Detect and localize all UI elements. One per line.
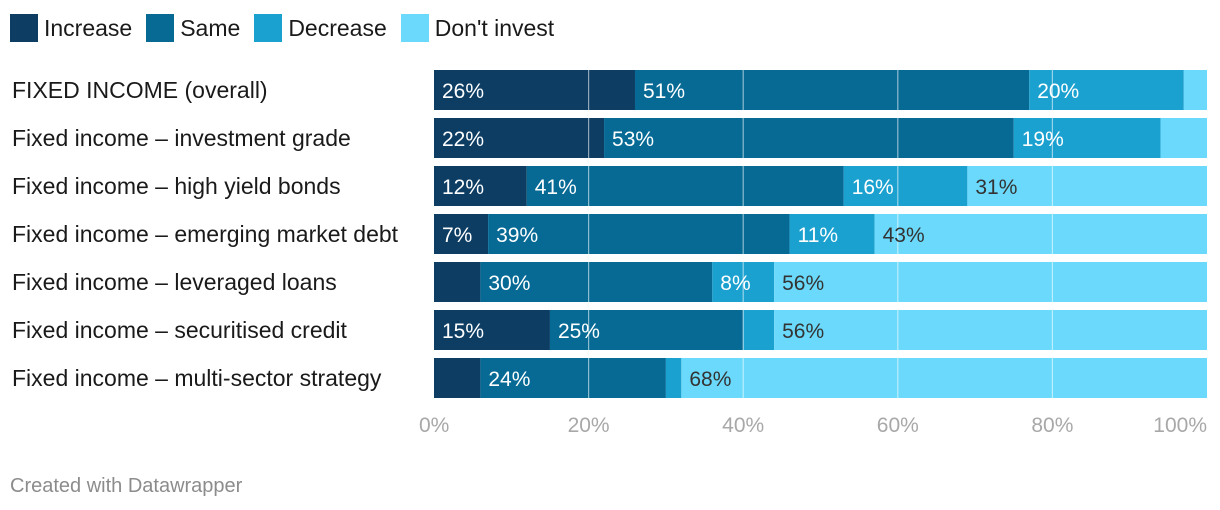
bar-segment-decrease bbox=[1013, 118, 1161, 158]
data-label: 53% bbox=[612, 128, 654, 151]
data-label: 16% bbox=[852, 176, 894, 199]
bar-segment-don-t-invest bbox=[1183, 70, 1207, 110]
row-label: Fixed income – leveraged loans bbox=[12, 269, 337, 295]
bar-segment-don-t-invest bbox=[774, 310, 1207, 350]
legend-item-increase: Increase bbox=[10, 14, 132, 42]
data-label: 43% bbox=[883, 224, 925, 247]
x-tick-label: 20% bbox=[568, 414, 610, 437]
legend-item-decrease: Decrease bbox=[254, 14, 387, 42]
bar-segment-decrease bbox=[1029, 70, 1184, 110]
legend-item-don-t-invest: Don't invest bbox=[400, 14, 555, 42]
data-label: 56% bbox=[782, 320, 824, 343]
row-label: Fixed income – investment grade bbox=[12, 125, 351, 151]
bar-segment-same bbox=[480, 262, 713, 302]
bar-segment-increase bbox=[434, 166, 527, 206]
bar-segment-don-t-invest bbox=[1160, 118, 1207, 158]
x-tick-label: 60% bbox=[877, 414, 919, 437]
bars bbox=[434, 70, 1207, 398]
data-label: 24% bbox=[488, 368, 530, 391]
data-label: 11% bbox=[798, 224, 838, 247]
bar-segment-increase bbox=[434, 118, 605, 158]
legend-label: Don't invest bbox=[434, 14, 555, 41]
row-label: Fixed income – securitised credit bbox=[12, 317, 348, 343]
bar-segment-same bbox=[526, 166, 844, 206]
row-label: Fixed income – multi-sector strategy bbox=[12, 365, 382, 391]
data-label: 12% bbox=[442, 176, 484, 199]
bar-segment-don-t-invest bbox=[967, 166, 1207, 206]
bar-segment-decrease bbox=[843, 166, 968, 206]
data-label: 39% bbox=[496, 224, 538, 247]
row-label: Fixed income – high yield bonds bbox=[12, 173, 341, 199]
data-label: 7% bbox=[442, 224, 472, 247]
data-label: 20% bbox=[1037, 80, 1079, 103]
x-tick-label: 40% bbox=[722, 414, 764, 437]
bar-segment-increase bbox=[434, 358, 481, 398]
bar-segment-don-t-invest bbox=[874, 214, 1207, 254]
data-label: 41% bbox=[535, 176, 577, 199]
gridlines bbox=[587, 70, 1054, 398]
bar-segment-decrease bbox=[743, 310, 775, 350]
bar-segment-don-t-invest bbox=[681, 358, 1207, 398]
bar-segment-same bbox=[549, 310, 744, 350]
x-tick-label: 0% bbox=[419, 414, 449, 437]
data-label: 8% bbox=[720, 272, 750, 295]
data-label: 15% bbox=[442, 320, 484, 343]
x-tick-label: 80% bbox=[1031, 414, 1073, 437]
data-label: 19% bbox=[1022, 128, 1064, 151]
row-label: FIXED INCOME (overall) bbox=[12, 77, 268, 103]
legend-swatch bbox=[146, 14, 175, 42]
legend-label: Increase bbox=[44, 14, 133, 41]
bar-segment-same bbox=[488, 214, 790, 254]
row-label: Fixed income – emerging market debt bbox=[12, 221, 399, 247]
bar-segment-increase bbox=[434, 214, 489, 254]
data-label: 68% bbox=[689, 368, 731, 391]
bar-segment-same bbox=[634, 70, 1030, 110]
data-label: 25% bbox=[558, 320, 600, 343]
legend-label: Decrease bbox=[288, 14, 387, 41]
bar-segment-same bbox=[480, 358, 666, 398]
bar-segment-decrease bbox=[789, 214, 875, 254]
bar-labels: 26% 51% 20% 22% 53% 19% 12% 41% 16% 31% 7% 39% 11% 43… bbox=[442, 80, 1079, 391]
data-label: 30% bbox=[488, 272, 530, 295]
bar-segment-increase bbox=[434, 262, 481, 302]
bar-segment-increase bbox=[434, 70, 635, 110]
legend-swatch bbox=[254, 14, 283, 42]
datawrapper-credit: Created with Datawrapper bbox=[10, 475, 243, 497]
legend-item-same: Same bbox=[146, 14, 240, 42]
data-label: 22% bbox=[442, 128, 484, 151]
data-label: 51% bbox=[643, 80, 685, 103]
chart-legend: Increase Same Decrease Don't invest bbox=[10, 12, 568, 44]
bar-segment-same bbox=[604, 118, 1014, 158]
legend-swatch bbox=[400, 14, 429, 42]
bar-segment-don-t-invest bbox=[774, 262, 1207, 302]
x-tick-label: 100% bbox=[1153, 414, 1207, 437]
data-label: 56% bbox=[782, 272, 824, 295]
data-label: 31% bbox=[975, 176, 1017, 199]
legend-swatch bbox=[10, 14, 38, 42]
legend-label: Same bbox=[180, 14, 241, 41]
data-label: 26% bbox=[442, 80, 484, 103]
bar-segment-increase bbox=[434, 310, 550, 350]
bar-segment-decrease bbox=[665, 358, 682, 398]
